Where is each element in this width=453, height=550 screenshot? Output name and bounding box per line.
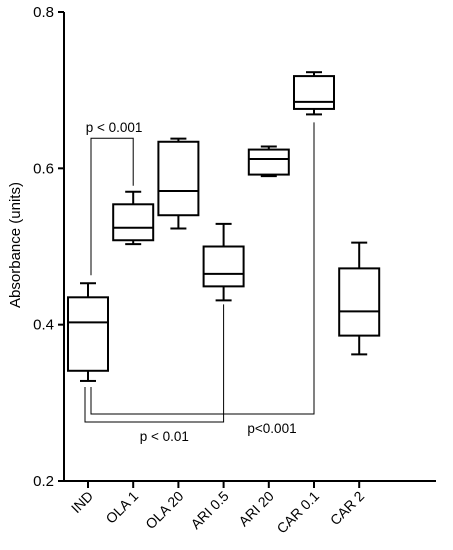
bracket-line [84, 304, 225, 423]
box-ari-20 [247, 145, 290, 178]
p-value-label: p < 0.001 [86, 120, 143, 135]
iqr-box [293, 75, 335, 110]
y-axis: 0.2 0.4 0.6 0.8 [33, 4, 65, 490]
y-tick-label: 0.4 [33, 317, 54, 334]
bracket-line [90, 122, 315, 415]
iqr-box [112, 203, 155, 242]
iqr-box [157, 140, 200, 217]
bracket-ind-ola1: p < 0.001 [86, 120, 143, 276]
bracket-ind-car01: p<0.001 [90, 122, 315, 436]
x-tick-label: ARI 20 [235, 488, 277, 530]
box-car-2 [338, 241, 381, 356]
boxes [67, 71, 381, 382]
box-ari-0-5 [202, 222, 245, 302]
box-ola-20 [157, 137, 200, 230]
bracket-ind-ari05: p < 0.01 [84, 304, 225, 444]
y-tick-label: 0.6 [33, 160, 54, 177]
bracket-line [90, 137, 134, 276]
iqr-box [67, 296, 109, 372]
x-tick-label: OLA 1 [102, 488, 141, 527]
x-tick-label: IND [68, 488, 96, 516]
x-tick-label: CAR 2 [327, 488, 368, 529]
y-axis-title: Absorbance (units) [7, 182, 24, 308]
y-tick-label: 0.8 [33, 4, 54, 21]
y-tick-label: 0.2 [33, 473, 54, 490]
x-tick-label: ARI 0.5 [187, 488, 231, 532]
x-tick-label: OLA 20 [142, 488, 186, 532]
box-ola-1 [112, 190, 155, 246]
significance-annotations: p < 0.001 p < 0.01 p<0.001 [84, 120, 315, 444]
iqr-box [338, 267, 381, 337]
box-ind [67, 282, 109, 382]
iqr-box [202, 245, 245, 288]
box-car-0-1 [293, 71, 335, 116]
p-value-label: p<0.001 [247, 421, 296, 436]
iqr-box [247, 148, 290, 176]
x-tick-label: CAR 0.1 [273, 488, 322, 537]
p-value-label: p < 0.01 [140, 429, 189, 444]
